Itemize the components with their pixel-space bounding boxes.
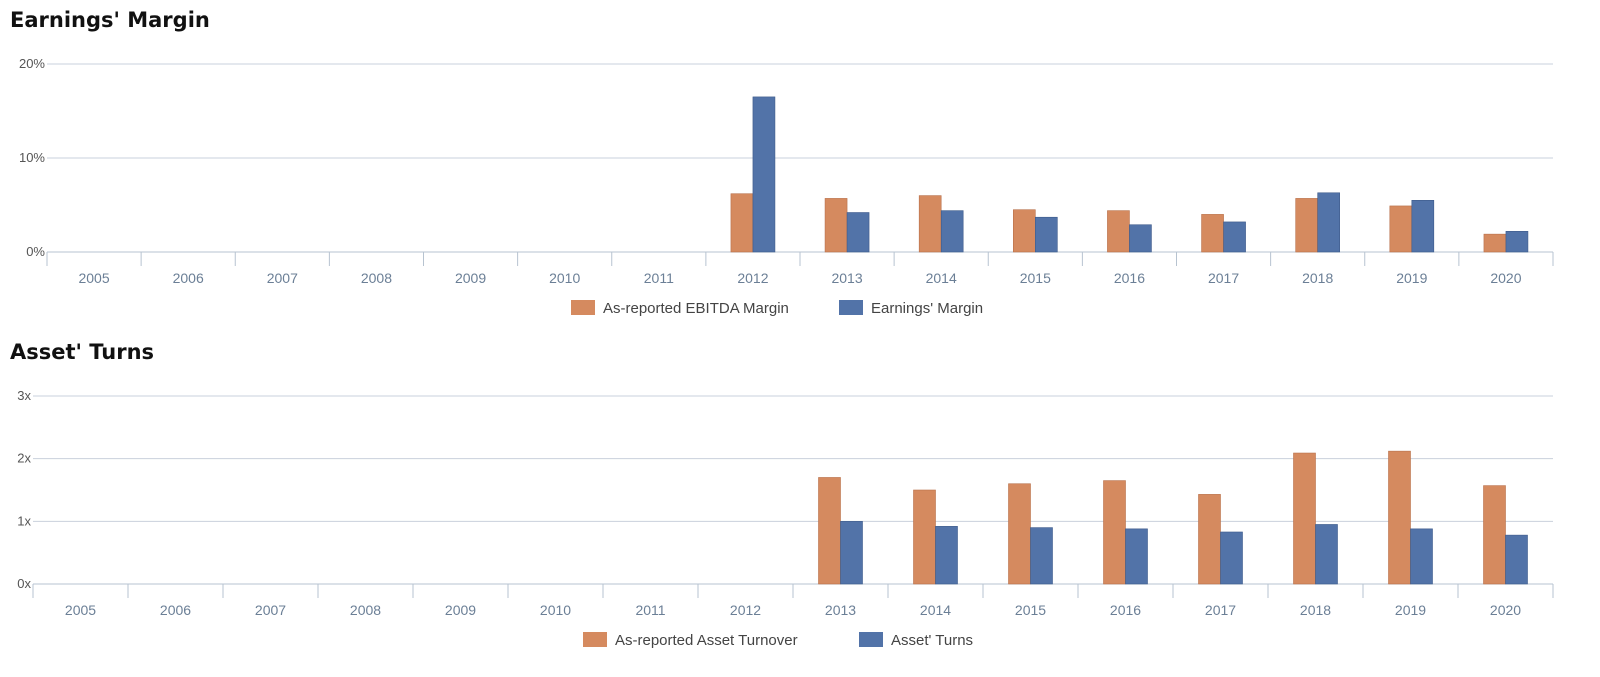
x-tick-label: 2016 — [1110, 602, 1141, 618]
bar-series-2-2013[interactable] — [846, 212, 870, 253]
x-tick-label: 2011 — [635, 602, 665, 618]
bar-series-1-2016[interactable] — [1107, 210, 1130, 253]
bar-series-2-2012[interactable] — [752, 96, 776, 253]
bar-series-2-2018[interactable] — [1317, 192, 1340, 253]
x-tick-label: 2010 — [549, 270, 580, 286]
y-tick-label: 3x — [17, 388, 31, 403]
bar-series-1-2016[interactable] — [1103, 480, 1126, 585]
bar-series-1-2020[interactable] — [1483, 233, 1507, 253]
bar-series-2-2020[interactable] — [1505, 534, 1528, 585]
bar-series-1-2018[interactable] — [1293, 452, 1316, 585]
x-tick-label: 2014 — [920, 602, 951, 618]
earnings-margin-chart: 0% 10% 20% 2005 2006 2007 2008 2009 2010 2011 2012… — [19, 56, 1554, 317]
bar-series-2-2015[interactable] — [1035, 216, 1058, 253]
x-tick-label: 2009 — [445, 602, 476, 618]
bar-series-2-2017[interactable] — [1220, 531, 1243, 585]
bar-series-2-2019[interactable] — [1411, 200, 1435, 253]
x-tick-label: 2015 — [1015, 602, 1046, 618]
x-tick-label: 2017 — [1208, 270, 1239, 286]
x-tick-label: 2006 — [173, 270, 204, 286]
bar-series-2-2019[interactable] — [1410, 528, 1433, 585]
bar-series-2-2016[interactable] — [1129, 224, 1152, 253]
x-tick-label: 2010 — [540, 602, 571, 618]
chart-title-earnings-margin: Earnings' Margin — [10, 8, 210, 32]
legend-swatch — [859, 632, 883, 647]
bar-series-1-2013[interactable] — [824, 198, 848, 253]
x-tick-label: 2005 — [65, 602, 96, 618]
x-tick-label: 2019 — [1396, 270, 1427, 286]
x-tick-label: 2013 — [825, 602, 856, 618]
bar-series-1-2015[interactable] — [1013, 209, 1036, 253]
bar-series-1-2017[interactable] — [1198, 494, 1221, 585]
x-tick-label: 2013 — [831, 270, 862, 286]
bar-series-1-2013[interactable] — [818, 477, 841, 585]
bar-series-1-2014[interactable] — [918, 195, 942, 253]
x-tick-label: 2008 — [361, 270, 392, 286]
x-tick-label: 2012 — [730, 602, 761, 618]
bar-series-1-2015[interactable] — [1008, 483, 1031, 585]
bar-series-2-2017[interactable] — [1223, 221, 1246, 253]
bar-series-2-2014[interactable] — [940, 210, 964, 253]
x-tick-label: 2008 — [350, 602, 381, 618]
legend-label[interactable]: As-reported Asset Turnover — [615, 632, 798, 649]
bar-series-1-2017[interactable] — [1201, 214, 1224, 253]
asset-turns-chart: 0x 1x 2x 3x 2005 2006 2007 2008 2009 2010 2011 2012… — [17, 388, 1554, 649]
bar-series-1-2012[interactable] — [730, 193, 754, 253]
y-tick-label: 20% — [19, 56, 45, 71]
y-tick-label: 0% — [26, 244, 45, 259]
bar-series-1-2018[interactable] — [1295, 198, 1318, 253]
bar-series-1-2019[interactable] — [1388, 450, 1411, 585]
x-tick-label: 2016 — [1114, 270, 1145, 286]
x-tick-label: 2011 — [644, 270, 674, 286]
y-tick-label: 10% — [19, 150, 45, 165]
x-tick-label: 2015 — [1020, 270, 1051, 286]
x-tick-label: 2014 — [926, 270, 957, 286]
bar-series-2-2018[interactable] — [1315, 524, 1338, 585]
x-tick-label: 2012 — [737, 270, 768, 286]
x-tick-label: 2007 — [255, 602, 286, 618]
bar-series-1-2019[interactable] — [1389, 205, 1413, 253]
legend-label[interactable]: As-reported EBITDA Margin — [603, 300, 789, 317]
x-tick-label: 2018 — [1302, 270, 1333, 286]
bar-series-2-2020[interactable] — [1505, 231, 1529, 253]
x-tick-label: 2007 — [267, 270, 298, 286]
chart-title-asset-turns: Asset' Turns — [10, 340, 155, 364]
legend-swatch — [571, 300, 595, 315]
y-tick-label: 2x — [17, 451, 31, 466]
x-tick-label: 2009 — [455, 270, 486, 286]
bar-series-1-2020[interactable] — [1483, 485, 1506, 585]
bar-series-2-2016[interactable] — [1125, 528, 1148, 585]
x-tick-label: 2020 — [1490, 602, 1521, 618]
legend-label[interactable]: Earnings' Margin — [871, 300, 983, 317]
bar-series-2-2013[interactable] — [840, 521, 863, 585]
y-tick-label: 1x — [17, 513, 31, 528]
legend-label[interactable]: Asset' Turns — [891, 632, 973, 649]
x-tick-label: 2017 — [1205, 602, 1236, 618]
bar-series-2-2014[interactable] — [935, 526, 958, 585]
legend-swatch — [583, 632, 607, 647]
x-tick-label: 2019 — [1395, 602, 1426, 618]
y-tick-label: 0x — [17, 576, 31, 591]
bar-series-2-2015[interactable] — [1030, 527, 1053, 585]
bar-series-1-2014[interactable] — [913, 489, 936, 585]
x-tick-label: 2005 — [78, 270, 109, 286]
x-tick-label: 2018 — [1300, 602, 1331, 618]
x-tick-label: 2006 — [160, 602, 191, 618]
legend-swatch — [839, 300, 863, 315]
x-tick-label: 2020 — [1490, 270, 1521, 286]
